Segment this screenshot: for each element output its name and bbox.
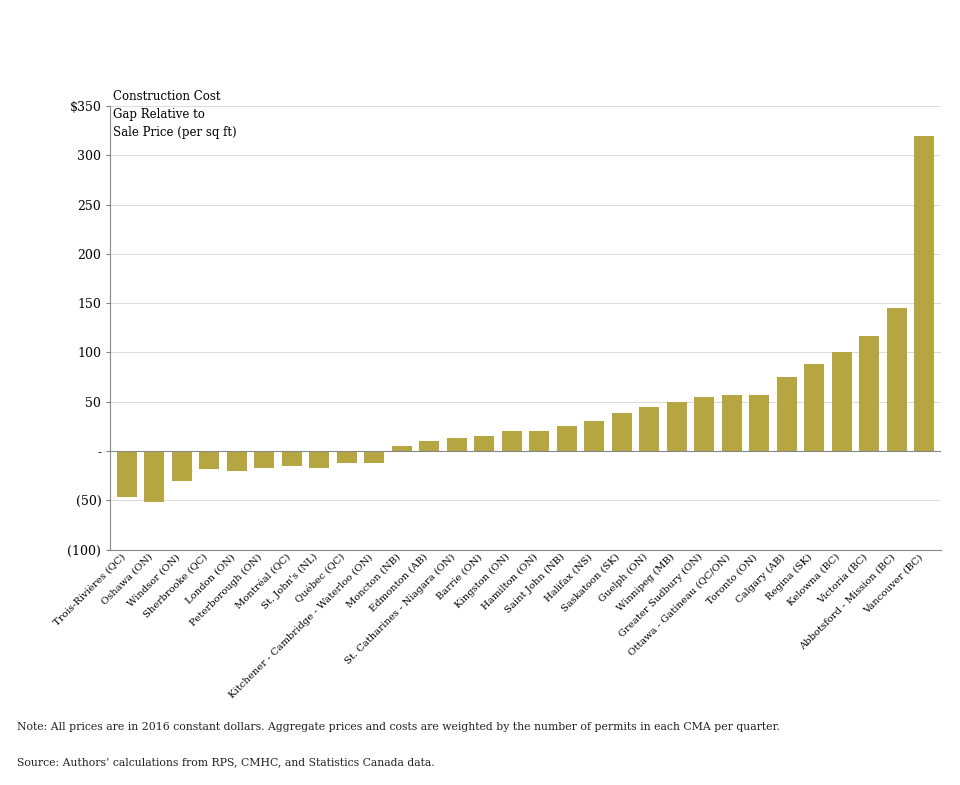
Bar [502, 431, 521, 451]
Bar [172, 451, 192, 480]
Bar [254, 451, 275, 468]
Bar [392, 446, 412, 451]
Bar [639, 407, 660, 451]
Bar [750, 395, 769, 451]
Bar [804, 364, 825, 451]
Bar [694, 396, 714, 451]
Bar [474, 436, 494, 451]
Text: Figure 1: Cost of Barriers to Building Single-Detached Homes in Canadian CMAs, 2: Figure 1: Cost of Barriers to Building S… [17, 31, 763, 44]
Bar [777, 377, 797, 451]
Bar [200, 451, 219, 469]
Bar [557, 426, 577, 451]
Bar [859, 336, 879, 451]
Bar [585, 422, 604, 451]
Bar [365, 451, 384, 463]
Text: Source: Authors’ calculations from RPS, CMHC, and Statistics Canada data.: Source: Authors’ calculations from RPS, … [17, 757, 435, 767]
Bar [915, 136, 934, 451]
Text: Construction Cost
Gap Relative to
Sale Price (per sq ft): Construction Cost Gap Relative to Sale P… [113, 90, 237, 139]
Text: Note: All prices are in 2016 constant dollars. Aggregate prices and costs are we: Note: All prices are in 2016 constant do… [17, 722, 780, 732]
Bar [282, 451, 301, 466]
Bar [887, 308, 906, 451]
Bar [722, 395, 742, 451]
Bar [145, 451, 164, 502]
Bar [309, 451, 329, 468]
Bar [420, 441, 440, 451]
Bar [337, 451, 357, 463]
Bar [667, 402, 686, 451]
Bar [832, 352, 852, 451]
Bar [447, 438, 467, 451]
Bar [117, 451, 136, 497]
Bar [530, 431, 549, 451]
Bar [227, 451, 247, 471]
Bar [612, 414, 632, 451]
